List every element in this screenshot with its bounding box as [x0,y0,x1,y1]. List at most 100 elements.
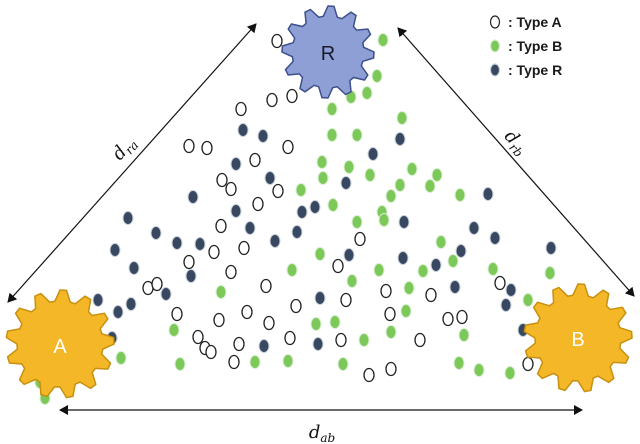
node-r-gear: R [281,5,375,99]
legend-item-type-a: : Type A [488,10,638,34]
particle-type-r [500,298,512,312]
particle-type-b-icon [489,39,501,53]
particle-type-a-icon [489,15,501,29]
node-r-label: R [321,43,335,65]
particle-type-a [249,152,261,168]
particle-type-b [378,213,390,227]
particle-type-b [295,183,307,197]
particle-type-b [343,160,355,174]
node-b-label: B [571,329,584,351]
particle-type-b [377,33,389,47]
particle-type-r [482,187,494,201]
particle-type-a [290,298,302,314]
particle-type-a [215,218,227,234]
particle-type-b [168,323,180,337]
particle-type-a [284,330,296,346]
particle-type-b [358,333,370,347]
particle-type-a [208,244,220,260]
particle-type-b [544,266,556,280]
particle-type-r [545,241,557,255]
particle-type-r [398,215,410,229]
particle-type-r [230,204,242,218]
node-a-gear: A [5,289,115,399]
legend-item-type-b: : Type B [488,34,638,58]
particle-type-r [185,269,197,283]
particle-type-b [327,198,339,212]
distance-label-ra: dra [108,132,141,166]
particle-type-r [397,251,409,265]
particle-type-r [367,147,379,161]
particle-type-r [314,291,326,305]
particle-type-b [337,357,349,371]
particle-type-a [494,275,506,291]
particle-type-r [269,234,281,248]
particle-type-r [489,231,501,245]
particle-type-a [205,344,217,360]
node-a-label: A [53,336,67,358]
particle-type-r [109,243,121,257]
particle-type-b [522,293,534,307]
particle-type-b [215,285,227,299]
particle-type-r [430,258,442,272]
gear-a-shape [5,289,115,399]
particle-type-b [115,351,127,365]
particle-type-b [406,162,418,176]
particle-type-a [380,283,392,299]
particle-type-b [326,102,338,116]
particle-type-b [454,188,466,202]
legend-label-type-r: : Type R [508,62,563,78]
particle-type-a [442,311,454,327]
particle-type-b [326,128,338,142]
particle-type-b [385,325,397,339]
particle-type-a [192,329,204,345]
particle-type-b [473,363,485,377]
particle-type-a [225,181,237,197]
particle-type-r [122,211,134,225]
particle-type-a [335,332,347,348]
particle-type-b [361,86,373,100]
particle-type-r [264,171,276,185]
gear-b-shape [523,283,633,393]
particle-type-b [447,254,459,268]
particle-type-b [487,262,499,276]
particle-type-a [425,287,437,303]
particle-type-a [363,367,375,383]
particle-type-b [286,263,298,277]
particle-type-a [238,240,250,256]
particle-type-a [266,92,278,108]
legend-item-type-r: : Type R [488,58,638,82]
particle-type-b [424,179,436,193]
particle-type-r [128,261,140,275]
particle-type-r [449,280,461,294]
distance-arrow-ra [7,23,257,303]
particle-type-a [233,336,245,352]
particle-type-r [150,226,162,240]
particle-type-b [314,247,326,261]
particle-type-b [351,215,363,229]
particle-type-r [187,190,199,204]
legend-label-type-b: : Type B [508,38,563,54]
particle-type-r [237,123,249,137]
legend-label-type-a: : Type A [508,14,562,30]
particle-type-a [340,292,352,308]
particle-type-a [225,264,237,280]
particle-type-a [385,361,397,377]
particle-type-b [346,274,358,288]
particle-type-r [468,221,480,235]
particle-type-a [282,139,294,155]
particle-type-b [396,111,408,125]
particle-type-a [260,278,272,294]
particle-type-b [458,328,470,342]
particle-type-b [435,235,447,249]
particle-type-r [343,248,355,262]
particle-type-r [291,225,303,239]
particle-type-a [354,231,366,247]
particle-type-a [271,33,283,49]
particle-type-a [151,276,163,292]
particle-type-r [92,293,104,307]
particle-type-a [332,258,344,274]
particle-type-a [456,309,468,325]
particle-type-r [455,244,467,258]
particle-type-b [400,304,412,318]
particle-type-r [505,283,517,297]
